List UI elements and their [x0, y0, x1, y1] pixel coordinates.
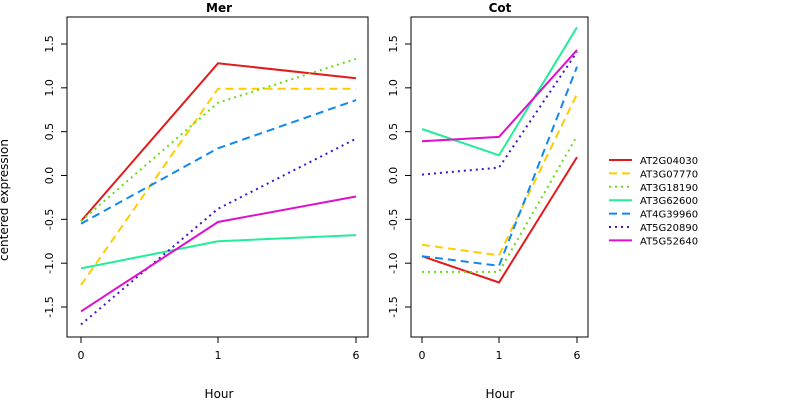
legend-label: AT4G39960 — [640, 210, 698, 221]
y-tick-label: -0.5 — [387, 209, 400, 230]
series-line-at2g04030 — [421, 156, 578, 284]
y-tick-label: -1.5 — [387, 296, 400, 317]
legend-label: AT5G20890 — [640, 223, 698, 234]
y-tick-label: -1.5 — [43, 296, 56, 317]
panel-title-cot: Cot — [489, 1, 512, 15]
x-axis-label-mer: Hour — [205, 387, 234, 400]
legend-label: AT3G18190 — [640, 183, 698, 194]
series-line-at2g04030 — [80, 62, 357, 222]
series-line-at5g20890 — [80, 137, 357, 326]
series-line-at3g18190 — [422, 135, 578, 273]
y-axis-label: centered expression — [0, 139, 11, 261]
series-line-at4g39960 — [80, 99, 357, 225]
y-tick-label: 0.5 — [43, 123, 56, 141]
series-line-at3g07770 — [421, 93, 578, 257]
x-tick-label: 0 — [78, 349, 85, 362]
legend-label: AT5G52640 — [640, 236, 698, 247]
x-axis-label-cot: Hour — [486, 387, 515, 400]
x-tick-label: 6 — [574, 349, 581, 362]
y-tick-label: -1.0 — [387, 252, 400, 273]
panel-mer: Mer Hour -1.5 -1.0 -0.5 0.0 0.5 1.0 1.5 0 1 6 — [43, 1, 369, 400]
series-line-at3g62600 — [80, 234, 357, 270]
y-tick-label: 0.5 — [387, 123, 400, 141]
y-tick-label: -1.0 — [43, 252, 56, 273]
y-tick-label: 1.0 — [387, 79, 400, 97]
y-tick-label: 1.5 — [387, 35, 400, 53]
x-tick-label: 1 — [215, 349, 222, 362]
series-line-at3g62600 — [421, 26, 578, 157]
legend-label: AT3G62600 — [640, 196, 698, 207]
series-line-at5g52640 — [80, 195, 357, 313]
plot-frame-cot — [410, 16, 589, 338]
series-line-at5g20890 — [421, 51, 578, 176]
legend: AT2G04030 AT3G07770 AT3G18190 AT3G62600 AT4G… — [609, 156, 698, 247]
x-tick-label: 6 — [353, 349, 360, 362]
x-tick-label: 0 — [419, 349, 426, 362]
x-tick-label: 1 — [496, 349, 503, 362]
series-line-at3g07770 — [80, 87, 356, 286]
y-tick-label: 0.0 — [387, 167, 400, 185]
y-tick-label: 1.5 — [43, 35, 56, 53]
legend-label: AT3G07770 — [640, 169, 698, 180]
series-line-at3g18190 — [80, 57, 357, 222]
y-tick-label: 0.0 — [43, 167, 56, 185]
y-tick-label: 1.0 — [43, 79, 56, 97]
panel-cot: Cot Hour -1.5 -1.0 -0.5 0.0 0.5 1.0 1.5 0 1 6 — [387, 1, 589, 400]
y-tick-label: -0.5 — [43, 209, 56, 230]
series-line-at5g52640 — [421, 49, 578, 143]
panel-title-mer: Mer — [206, 1, 232, 15]
legend-label: AT2G04030 — [640, 156, 698, 167]
